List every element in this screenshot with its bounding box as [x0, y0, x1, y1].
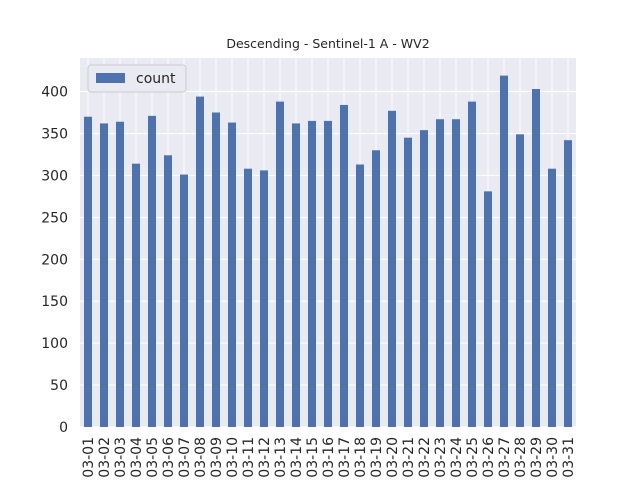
x-tick-label: 03-03 [113, 437, 129, 478]
x-tick-label: 03-26 [481, 437, 497, 478]
x-tick-label: 03-23 [433, 437, 449, 478]
bar [100, 123, 108, 427]
x-tick-label: 03-02 [97, 437, 113, 478]
x-tick-label: 03-09 [209, 437, 225, 478]
bar [308, 120, 316, 427]
bar [532, 89, 540, 428]
bar [148, 115, 156, 427]
bar [468, 101, 476, 427]
chart-title: Descending - Sentinel-1 A - WV2 [226, 36, 429, 51]
bar [84, 116, 92, 428]
bar [484, 191, 492, 427]
x-tick-label: 03-29 [529, 437, 545, 478]
x-tick-label: 03-14 [289, 437, 305, 478]
x-tick-label: 03-15 [305, 437, 321, 478]
x-tick-label: 03-24 [449, 437, 465, 478]
bar [516, 134, 524, 427]
bar [452, 119, 460, 427]
x-tick-label: 03-22 [417, 437, 433, 478]
x-tick-label: 03-07 [177, 437, 193, 478]
y-tick-label: 250 [41, 210, 68, 226]
x-tick-label: 03-21 [401, 437, 417, 478]
y-tick-label: 100 [41, 336, 68, 352]
y-tick-label: 350 [41, 126, 68, 142]
x-tick-label: 03-16 [321, 437, 337, 478]
bar [228, 122, 236, 427]
bar [164, 155, 172, 428]
y-tick-label: 200 [41, 252, 68, 268]
x-tick-label: 03-04 [129, 437, 145, 478]
bar [420, 130, 428, 427]
bar [564, 140, 572, 427]
legend: count [87, 64, 187, 93]
x-tick-label: 03-05 [145, 437, 161, 478]
bar [260, 170, 268, 428]
bar [196, 96, 204, 427]
bar [276, 101, 284, 427]
x-tick-label: 03-17 [337, 437, 353, 478]
x-tick-label: 03-18 [353, 437, 369, 478]
x-tick-label: 03-31 [561, 437, 577, 478]
legend-swatch [96, 73, 125, 83]
bar [356, 164, 364, 427]
x-tick-label: 03-06 [161, 437, 177, 478]
legend-label: count [136, 71, 176, 87]
x-tick-label: 03-27 [497, 437, 513, 478]
x-tick-label: 03-19 [369, 437, 385, 478]
bar [292, 123, 300, 427]
bar [372, 150, 380, 427]
bar [324, 120, 332, 427]
bar [404, 137, 412, 427]
x-axis-ticks: 03-01 03-02 03-03 03-04 03-05 03-06 03-07 03-08… [81, 437, 577, 478]
y-tick-label: 400 [41, 85, 68, 101]
bars [84, 75, 572, 428]
y-tick-label: 0 [59, 420, 68, 436]
y-tick-label: 300 [41, 168, 68, 184]
legend-box [87, 64, 187, 93]
bar [244, 168, 252, 427]
x-tick-label: 03-01 [81, 437, 97, 478]
bar [212, 112, 220, 428]
bar [340, 104, 348, 428]
x-tick-label: 03-12 [257, 437, 273, 478]
y-axis-ticks: 0 50 100 150 200 250 300 350 400 [41, 85, 68, 436]
bar [436, 119, 444, 427]
x-tick-label: 03-28 [513, 437, 529, 478]
y-tick-label: 50 [50, 378, 68, 394]
bar [548, 168, 556, 427]
bar [388, 110, 396, 427]
x-tick-label: 03-11 [241, 437, 257, 478]
x-tick-label: 03-20 [385, 437, 401, 478]
x-tick-label: 03-25 [465, 437, 481, 478]
bar [500, 75, 508, 428]
bar [180, 174, 188, 427]
x-tick-label: 03-30 [545, 437, 561, 478]
bar [132, 163, 140, 427]
bar [116, 121, 124, 428]
y-tick-label: 150 [41, 294, 68, 310]
x-tick-label: 03-13 [273, 437, 289, 478]
x-tick-label: 03-08 [193, 437, 209, 478]
x-tick-label: 03-10 [225, 437, 241, 478]
